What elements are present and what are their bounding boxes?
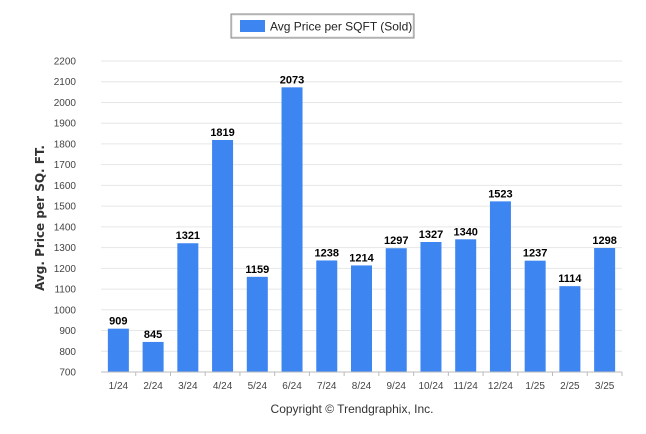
- y-axis-ticks: 700 800 900 1000 1100 1200 1300 1400 1500 1600 170…: [54, 57, 77, 379]
- y-tick-label: 2200: [54, 57, 77, 68]
- bar-1-25: [524, 260, 546, 372]
- x-axis-ticks: 1/24 2/24 3/24 4/24 5/24 6/24 7/24 8/24 9/24 10/2…: [109, 372, 623, 392]
- data-label: 1321: [176, 230, 200, 242]
- y-tick-label: 1700: [54, 160, 77, 171]
- x-tick-label: 6/24: [282, 381, 302, 392]
- bar-5-24: [246, 276, 268, 372]
- x-tick-label: 3/24: [178, 381, 198, 392]
- data-label: 1238: [315, 247, 339, 259]
- data-label: 2073: [280, 74, 304, 86]
- legend-inner-border: [231, 14, 414, 38]
- x-tick-label: 10/24: [418, 381, 443, 392]
- data-label: 1298: [592, 235, 616, 247]
- y-tick-label: 700: [59, 368, 76, 379]
- y-tick-label: 1200: [54, 264, 77, 275]
- data-label: 1340: [453, 226, 477, 238]
- x-tick-label: 11/24: [454, 381, 479, 392]
- data-label: 1237: [523, 248, 547, 260]
- y-tick-label: 1500: [54, 202, 77, 213]
- bar-3-24: [177, 243, 199, 372]
- bar-3-25: [594, 248, 616, 372]
- bar-7-24: [316, 260, 338, 372]
- y-tick-label: 1100: [54, 285, 76, 296]
- x-tick-label: 8/24: [352, 381, 372, 392]
- y-tick-label: 1400: [54, 222, 77, 233]
- bar-9-24: [385, 248, 407, 372]
- data-label: 1114: [558, 273, 582, 285]
- y-axis-label: Avg. Price per SQ. FT.: [33, 145, 47, 291]
- bar-10-24: [420, 242, 442, 372]
- legend: Avg Price per SQFT (Sold): [230, 13, 415, 39]
- y-tick-label: 1900: [54, 119, 77, 130]
- x-tick-label: 5/24: [248, 381, 268, 392]
- x-tick-label: 12/24: [488, 381, 513, 392]
- bar-8-24: [351, 265, 372, 372]
- bar-12-24: [489, 201, 511, 372]
- x-tick-label: 1/24: [109, 381, 129, 392]
- bar-1-24: [107, 328, 129, 372]
- bar-4-24: [212, 139, 234, 372]
- data-label: 845: [144, 329, 162, 341]
- x-tick-label: 2/24: [143, 381, 163, 392]
- copyright-credit: Copyright © Trendgraphix, Inc.: [271, 402, 434, 416]
- y-tick-label: 1000: [54, 305, 77, 316]
- data-label: 909: [109, 316, 127, 328]
- y-tick-label: 1600: [54, 181, 77, 192]
- bars: [107, 87, 616, 373]
- bar-2-24: [142, 341, 164, 372]
- y-tick-label: 2100: [54, 77, 77, 88]
- y-tick-label: 1800: [54, 139, 77, 150]
- data-label: 1819: [210, 127, 234, 139]
- data-label: 1297: [384, 235, 408, 247]
- bar-11-24: [455, 239, 477, 372]
- y-tick-label: 900: [59, 326, 76, 337]
- x-tick-label: 2/25: [560, 381, 580, 392]
- x-tick-label: 1/25: [525, 381, 545, 392]
- data-label: 1214: [349, 252, 374, 264]
- y-tick-label: 2000: [54, 98, 77, 109]
- x-tick-label: 7/24: [317, 381, 337, 392]
- legend-swatch: [240, 20, 265, 32]
- y-tick-label: 1300: [54, 243, 77, 254]
- data-label: 1327: [419, 229, 443, 241]
- x-tick-label: 9/24: [386, 381, 406, 392]
- bar-2-25: [559, 286, 581, 372]
- legend-label: Avg Price per SQFT (Sold): [270, 20, 412, 34]
- bar-6-24: [281, 87, 303, 373]
- y-tick-label: 800: [59, 347, 76, 358]
- data-label: 1523: [488, 188, 512, 200]
- x-tick-label: 3/25: [595, 381, 615, 392]
- data-label: 1159: [245, 264, 269, 276]
- data-labels: 909 845 1321 1819 1159 2073 1238 1214 1297 1327 13…: [109, 74, 617, 341]
- x-tick-label: 4/24: [213, 381, 233, 392]
